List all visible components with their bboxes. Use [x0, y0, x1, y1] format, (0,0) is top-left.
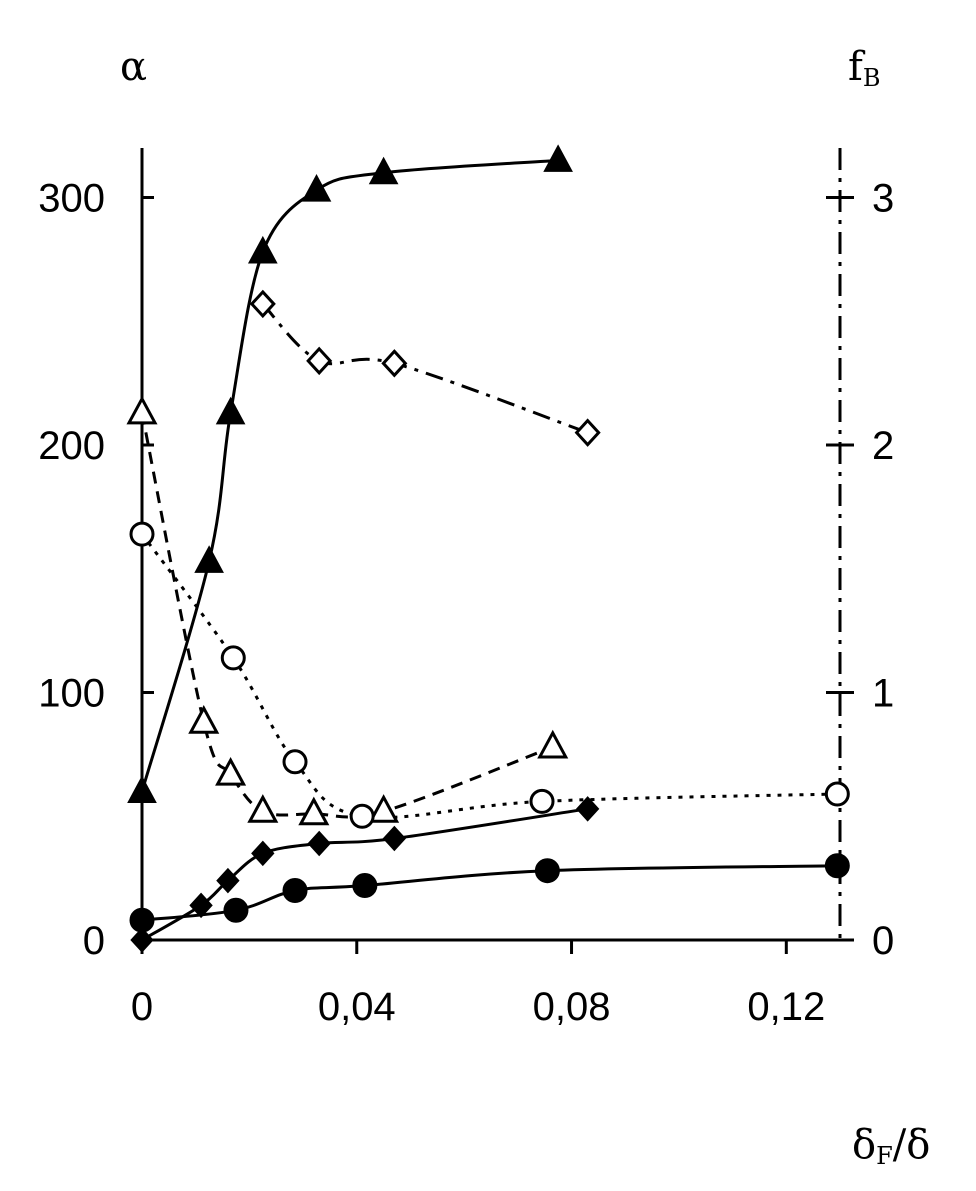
- x-axis-label-tail: /δ: [893, 1122, 931, 1168]
- series-0-point-2: [215, 396, 246, 425]
- x-tick-label-2: 0,08: [533, 985, 611, 1029]
- series-4-point-6: [575, 796, 600, 822]
- series-3-point-0: [129, 521, 155, 547]
- series-2-curve: [140, 412, 554, 819]
- series-0-point-3: [247, 235, 278, 264]
- x-tick-label-1: 0,04: [318, 985, 396, 1029]
- curves: [140, 158, 838, 942]
- markers: [126, 144, 850, 953]
- series-4-point-1: [189, 892, 213, 919]
- y-left-tick-label-2: 200: [38, 424, 105, 468]
- series-4-point-3: [251, 840, 275, 867]
- series-5-point-5: [824, 853, 850, 879]
- series-0-point-4: [301, 174, 332, 202]
- series-5-point-2: [282, 878, 308, 903]
- x-axis-label-sub: F: [876, 1142, 893, 1170]
- series-5-point-0: [129, 907, 155, 933]
- series-3-point-1: [220, 645, 246, 671]
- series-1-point-1: [306, 346, 333, 376]
- series-5-point-1: [223, 897, 249, 923]
- axes: [140, 148, 842, 942]
- series-4-point-2: [216, 867, 240, 894]
- y-right-tick-label-0: 0: [872, 919, 894, 963]
- y-right-tick-label-2: 2: [872, 424, 894, 468]
- series-2-point-5: [368, 794, 400, 823]
- series-3-curve: [140, 533, 838, 820]
- y-left-tick-label-0: 0: [83, 919, 105, 963]
- y-axis-left-label: α: [120, 44, 147, 90]
- series-5-point-3: [352, 873, 378, 899]
- series-2-point-2: [215, 757, 247, 786]
- y-right-tick-label-1: 1: [872, 672, 894, 716]
- y-left-tick-label-3: 300: [38, 177, 105, 221]
- ticks: 0 0,04 0,08 0,12 0 100 200 300 0 1 2 3: [38, 177, 894, 1030]
- series-4-point-0: [130, 927, 154, 953]
- series-0-point-5: [368, 156, 399, 185]
- y-axis-right-label: fB: [848, 44, 880, 92]
- series-0-point-1: [194, 545, 224, 573]
- x-tick-label-0: 0: [131, 985, 153, 1029]
- y-left-tick-label-1: 100: [38, 672, 105, 716]
- y-axis-right-label-main: f: [848, 44, 866, 90]
- x-axis-label-main: δ: [852, 1122, 876, 1168]
- x-tick-label-3: 0,12: [747, 985, 825, 1029]
- series-4-point-4: [307, 830, 331, 857]
- series-1-point-3: [574, 418, 601, 447]
- series-2-point-6: [537, 729, 569, 759]
- series-0-point-6: [543, 144, 573, 172]
- series-2-point-4: [298, 796, 330, 826]
- x-axis-label: δF/δ: [852, 1122, 930, 1170]
- series-0-point-0: [127, 775, 157, 803]
- series-3-point-4: [529, 788, 555, 814]
- series-3-point-2: [282, 749, 308, 775]
- series-2-point-1: [188, 705, 220, 734]
- series-4-point-5: [382, 825, 407, 852]
- series-1-point-2: [381, 349, 408, 378]
- series-5-point-4: [534, 858, 560, 884]
- series-1-point-0: [249, 289, 276, 319]
- series-3-point-3: [349, 803, 375, 829]
- series-3-point-5: [824, 781, 850, 807]
- y-right-tick-label-3: 3: [872, 177, 894, 221]
- series-2-point-3: [247, 794, 279, 823]
- y-axis-right-label-sub: B: [863, 64, 881, 92]
- series-0-curve: [140, 158, 559, 792]
- series-1-curve: [261, 302, 589, 435]
- series-2-point-0: [126, 395, 158, 425]
